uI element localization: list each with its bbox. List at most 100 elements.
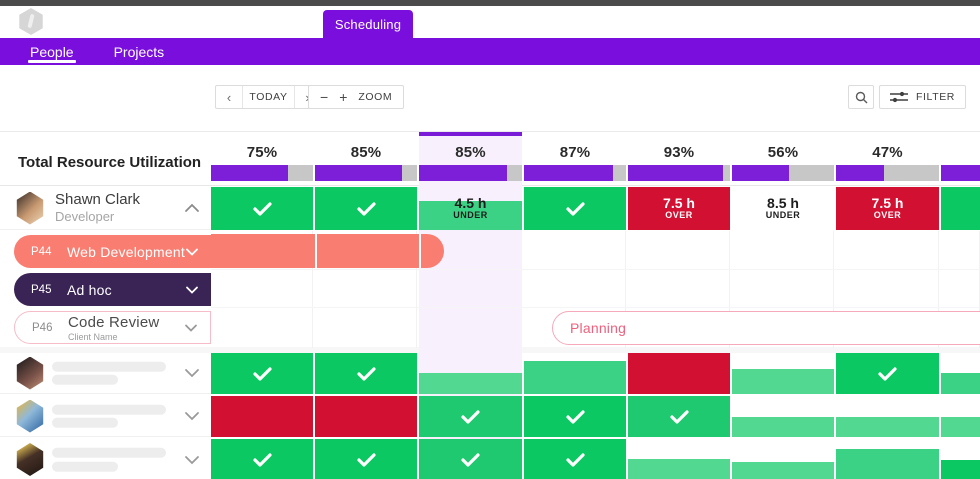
grid-line	[211, 307, 980, 308]
schedule-cell[interactable]	[315, 353, 417, 394]
cell-fill	[211, 396, 313, 437]
schedule-cell[interactable]	[524, 187, 626, 230]
prev-button[interactable]: ‹	[226, 89, 232, 105]
toolbar: ‹ TODAY › − + ZOOM FILTER	[0, 65, 980, 131]
today-button[interactable]: TODAY	[242, 86, 294, 108]
nav-tab-people[interactable]: People	[28, 38, 76, 65]
redacted-name	[52, 358, 166, 389]
person-row-3[interactable]	[0, 396, 211, 437]
tab-scheduling[interactable]: Scheduling	[323, 10, 413, 38]
schedule-row-personC	[211, 439, 980, 479]
top-bar: Scheduling	[0, 6, 980, 38]
cell-fill	[524, 396, 626, 437]
zoom-label: ZOOM	[358, 91, 393, 103]
chevron-down-icon[interactable]	[184, 368, 200, 378]
schedule-cell[interactable]	[628, 439, 730, 479]
person-row-shawn-clark[interactable]: Shawn Clark Developer	[0, 187, 211, 230]
util-bar-fill	[836, 165, 885, 181]
schedule-cell[interactable]: 7.5 h OVER	[628, 187, 730, 230]
util-percent: 47%	[872, 144, 903, 161]
schedule-cell[interactable]	[315, 396, 417, 437]
project-pill-code-review[interactable]: P46 Code Review Client Name	[14, 311, 211, 344]
schedule-cell[interactable]	[419, 439, 522, 479]
nav-tab-projects[interactable]: Projects	[113, 43, 165, 60]
schedule-cell[interactable]	[524, 396, 626, 437]
schedule-cell[interactable]	[836, 353, 939, 394]
chevron-down-icon[interactable]	[185, 285, 199, 294]
check-icon	[669, 409, 689, 424]
chevron-down-icon[interactable]	[184, 455, 200, 465]
schedule-cell[interactable]	[836, 439, 939, 479]
schedule-cell[interactable]	[211, 187, 313, 230]
schedule-cell[interactable]	[628, 396, 730, 437]
cell-fill	[315, 353, 417, 394]
util-column: 85%	[315, 132, 417, 185]
avatar	[16, 356, 44, 390]
schedule-cell[interactable]	[524, 439, 626, 479]
chevron-up-icon[interactable]	[184, 203, 200, 213]
schedule-cell[interactable]: 7.5 h OVER	[836, 187, 939, 230]
zoom-in-button[interactable]: +	[339, 89, 348, 105]
chevron-down-icon[interactable]	[184, 411, 200, 421]
person-row-2[interactable]	[0, 353, 211, 394]
zoom-out-button[interactable]: −	[320, 89, 329, 105]
util-bar-fill	[211, 165, 288, 181]
util-bar-fill	[732, 165, 790, 181]
cell-fill	[836, 353, 939, 394]
booking-bar-web-development[interactable]	[211, 234, 444, 268]
schedule-cell[interactable]	[315, 187, 417, 230]
util-bar-fill	[524, 165, 613, 181]
schedule-cell[interactable]	[941, 396, 980, 437]
schedule-cell[interactable]	[732, 353, 834, 394]
project-code: P46	[32, 321, 53, 334]
cell-fill	[211, 439, 313, 479]
project-name: Ad hoc	[67, 281, 112, 298]
util-bar-track	[524, 165, 626, 181]
filter-button[interactable]: FILTER	[879, 85, 966, 109]
search-button[interactable]	[848, 85, 874, 109]
grid-line	[419, 234, 421, 268]
schedule-cell[interactable]: 8.5 h UNDER	[732, 187, 834, 230]
project-client: Client Name	[68, 331, 118, 342]
project-code: P44	[31, 245, 52, 258]
highlighted-column-marker	[419, 132, 522, 136]
cell-fill	[732, 417, 834, 437]
project-name: Code Review	[68, 313, 160, 331]
redacted-name	[52, 401, 166, 432]
project-name: Web Development	[67, 243, 185, 260]
booking-label: Planning	[570, 320, 627, 336]
util-bar-track	[211, 165, 313, 181]
schedule-cell[interactable]	[628, 353, 730, 394]
project-pill-ad-hoc[interactable]: P45 Ad hoc	[14, 273, 211, 306]
check-icon	[461, 452, 480, 467]
next-button[interactable]: ›	[294, 86, 320, 108]
schedule-cell[interactable]	[836, 396, 939, 437]
schedule-cell[interactable]	[941, 187, 980, 230]
util-bar-track	[419, 165, 522, 181]
chevron-down-icon[interactable]	[184, 323, 198, 332]
person-row-4[interactable]	[0, 439, 211, 479]
booking-bar-planning[interactable]: Planning	[552, 311, 980, 345]
schedule-cell[interactable]	[211, 353, 313, 394]
project-pill-web-development[interactable]: P44 Web Development	[14, 235, 211, 268]
search-icon	[855, 91, 867, 103]
schedule-cell[interactable]	[941, 353, 980, 394]
schedule-cell[interactable]	[732, 439, 834, 479]
grid-line	[315, 234, 317, 268]
schedule-cell[interactable]: 4.5 h UNDER	[419, 187, 522, 230]
schedule-cell[interactable]	[524, 353, 626, 394]
schedule-cell[interactable]	[419, 353, 522, 394]
schedule-cell[interactable]	[315, 439, 417, 479]
date-nav-group: ‹ TODAY ›	[215, 85, 321, 109]
schedule-cell[interactable]	[211, 396, 313, 437]
schedule-cell[interactable]	[419, 396, 522, 437]
schedule-cell[interactable]	[211, 439, 313, 479]
schedule-cell[interactable]	[732, 396, 834, 437]
chevron-down-icon[interactable]	[185, 247, 199, 256]
check-icon	[356, 452, 376, 467]
schedule-cell[interactable]	[941, 439, 980, 479]
cell-fill	[628, 458, 730, 479]
cell-fill	[941, 372, 980, 394]
check-icon	[252, 452, 272, 467]
filter-label: FILTER	[916, 91, 955, 103]
